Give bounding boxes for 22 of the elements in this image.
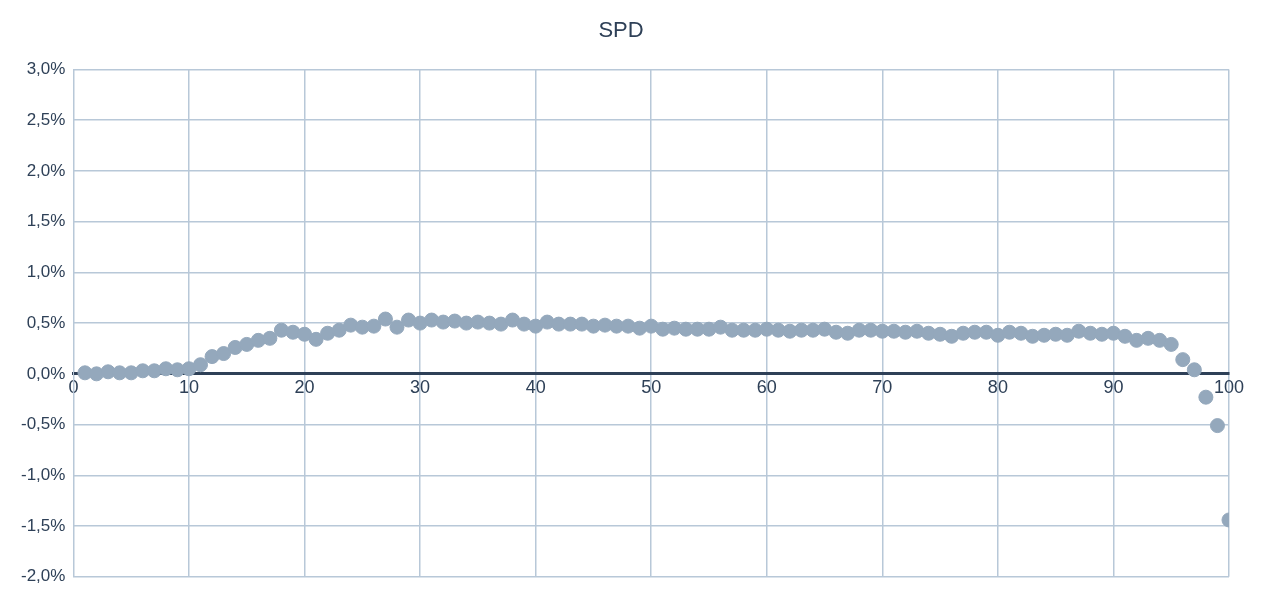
y-tick-label: 0,0% (26, 363, 66, 383)
y-tick-label: -1,5% (20, 515, 66, 535)
y-tick-label: 0,5% (26, 312, 66, 332)
y-tick-label: 1,5% (26, 211, 66, 231)
y-tick-label: -0,5% (20, 414, 66, 434)
y-tick-label: 1,0% (26, 262, 66, 282)
chart-title: SPD (598, 17, 644, 43)
y-tick-label: 3,0% (26, 59, 66, 79)
x-tick-label: 20 (294, 376, 315, 397)
x-tick-label: 90 (1103, 376, 1124, 397)
x-tick-label: 80 (987, 376, 1008, 397)
y-tick-label: -1,0% (20, 465, 66, 485)
x-tick-label: 40 (525, 376, 546, 397)
y-tick-label: 2,5% (26, 109, 66, 129)
x-tick-label: 50 (641, 376, 662, 397)
x-tick-label: 100 (1213, 376, 1245, 397)
x-tick-label: 10 (178, 376, 199, 397)
x-tick-label: 70 (872, 376, 893, 397)
y-tick-label: 2,0% (26, 160, 66, 180)
x-tick-label: 30 (410, 376, 431, 397)
y-tick-label: -2,0% (20, 566, 66, 586)
x-tick-label: 60 (756, 376, 777, 397)
